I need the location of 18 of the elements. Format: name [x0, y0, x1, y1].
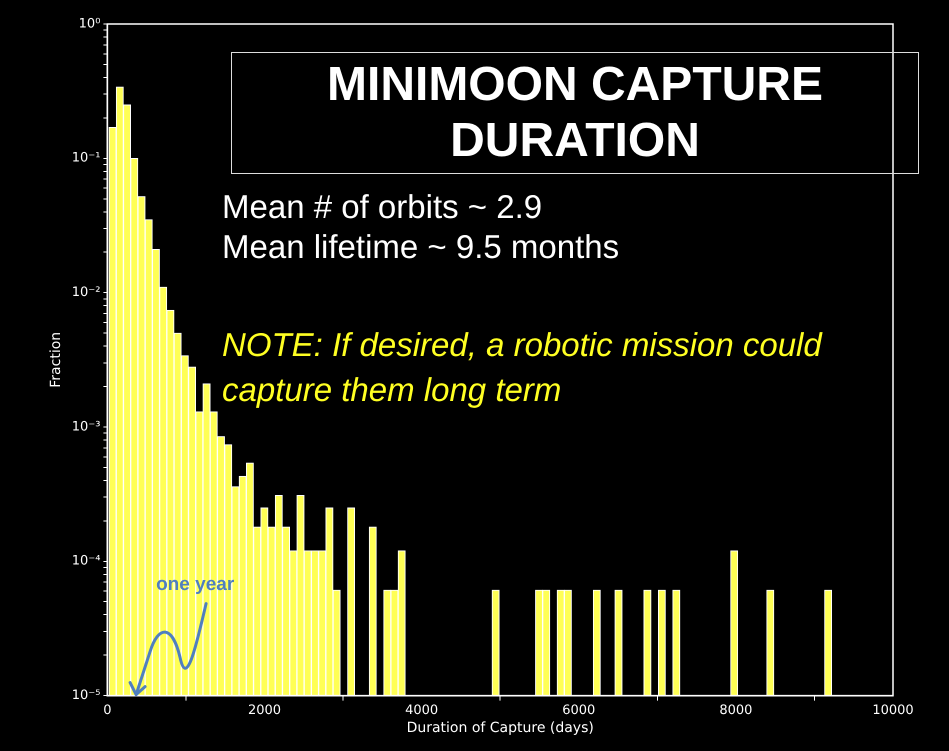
x-tick-label: 4000	[405, 702, 438, 718]
annotation: Mean lifetime ~ 9.5 months	[222, 227, 620, 267]
x-axis-title: Duration of Capture (days)	[406, 720, 594, 736]
y-axis-title: Fraction	[48, 332, 64, 388]
annotation: Mean # of orbits ~ 2.9	[222, 187, 544, 227]
title-frame: MINIMOON CAPTURE DURATION	[231, 52, 919, 174]
x-tick-label: 10000	[872, 702, 914, 718]
x-tick-label: 8000	[719, 702, 752, 718]
annotation: NOTE: If desired, a robotic mission could capture them long term	[222, 325, 824, 410]
y-tick-label: 10⁻⁴	[72, 554, 100, 569]
y-tick-label: 10⁻²	[72, 285, 100, 300]
x-tick-label: 2000	[248, 702, 282, 718]
y-tick-label: 10⁰	[78, 16, 100, 32]
x-tick-label: 0	[103, 702, 112, 718]
y-tick-label: 10⁻⁵	[72, 688, 100, 703]
y-tick-label: 10⁻³	[72, 419, 100, 434]
y-tick-label: 10⁻¹	[72, 150, 100, 166]
x-tick-label: 6000	[562, 702, 596, 718]
